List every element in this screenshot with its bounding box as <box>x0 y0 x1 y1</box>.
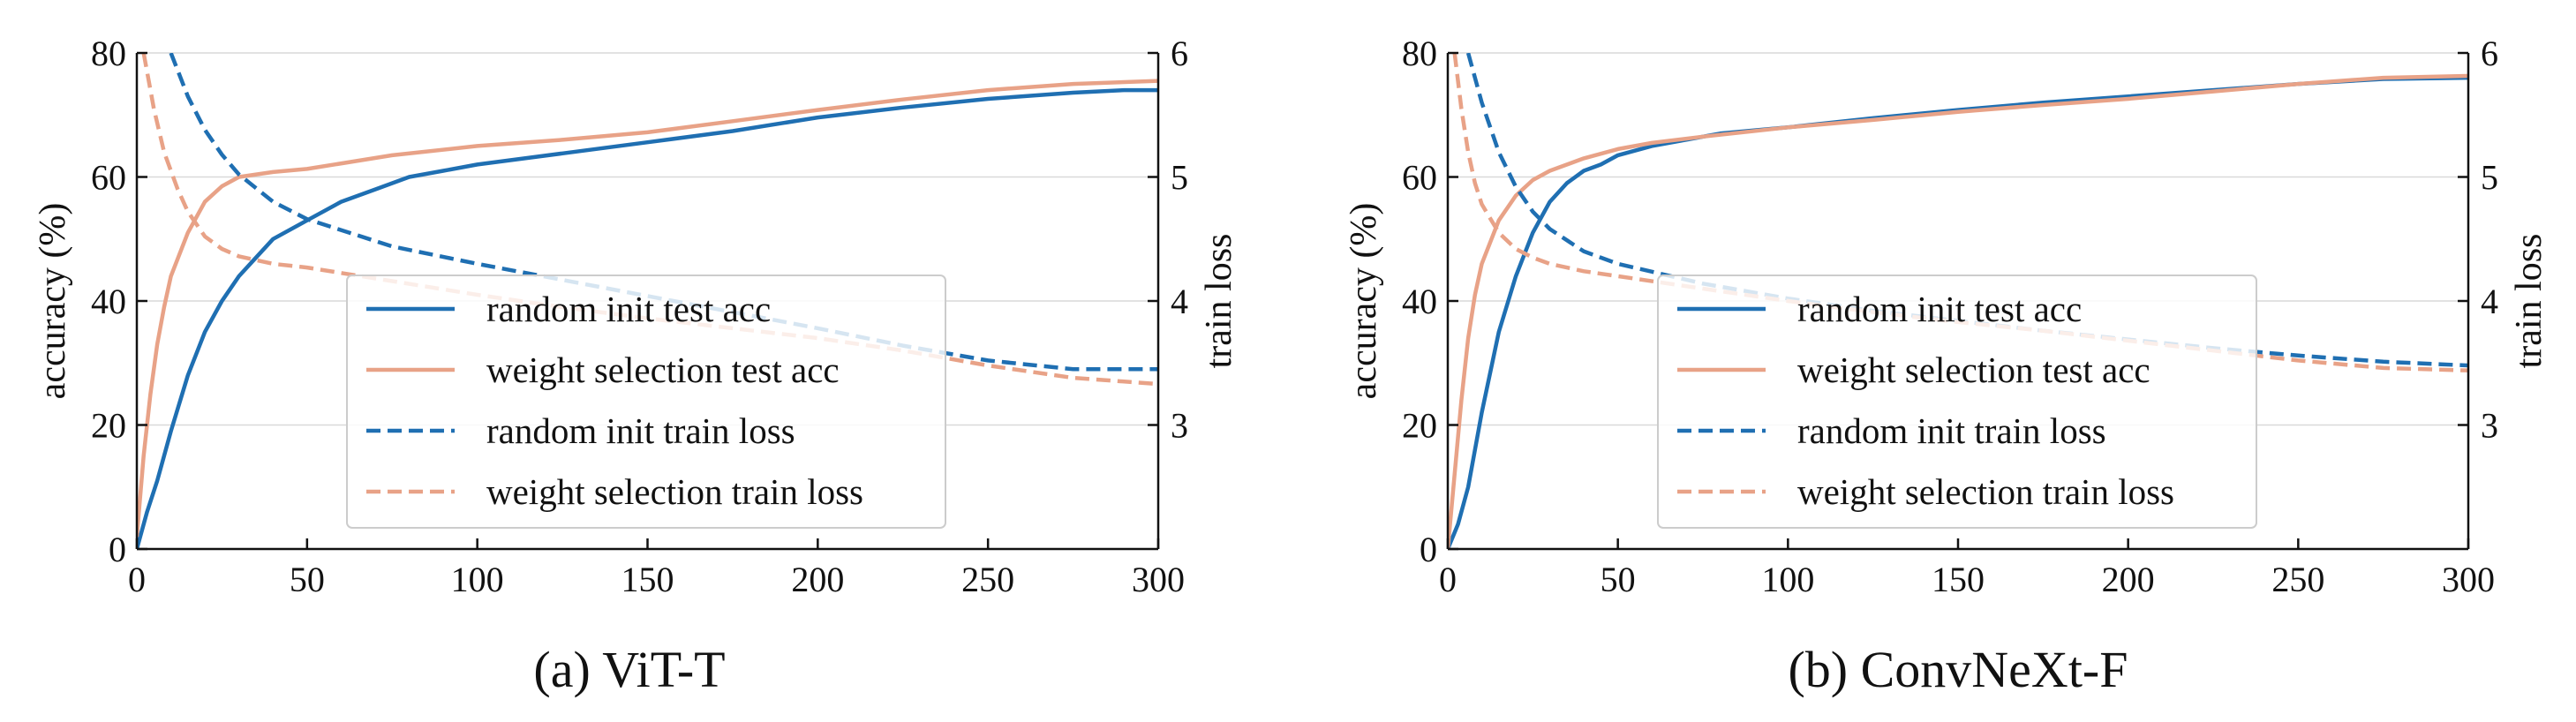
x-tick-label: 200 <box>791 560 844 599</box>
x-tick-label: 300 <box>1132 560 1185 599</box>
legend-label: random init test acc <box>1797 289 2082 329</box>
y-axis-label: accuracy (%) <box>33 203 73 400</box>
y-tick-label: 0 <box>1420 530 1437 569</box>
panel-caption: (b) ConvNeXt-F <box>1788 641 2128 698</box>
y2-tick-label: 4 <box>1171 282 1188 321</box>
legend-label: random init test acc <box>486 289 771 329</box>
series-line-1 <box>137 79 1158 538</box>
y2-axis-label: train loss <box>2509 234 2550 369</box>
legend-label: weight selection test acc <box>1797 350 2150 390</box>
legend-label: weight selection train loss <box>1797 471 2174 512</box>
y-tick-label: 20 <box>91 406 126 446</box>
panel-vit-t: 0 50 100 150 200 250 300 0 20 40 60 80 3 4 5 6 accuracy … <box>33 34 1239 698</box>
legend-label: weight selection train loss <box>486 471 863 512</box>
series-line-3 <box>1452 53 2468 372</box>
legend-label: random init train loss <box>1797 410 2106 451</box>
legend-label: weight selection test acc <box>486 350 840 390</box>
y-tick-label: 20 <box>1402 406 1437 446</box>
x-tick-label: 300 <box>2442 560 2495 599</box>
x-tick-label: 0 <box>1439 560 1457 599</box>
legend-box <box>1657 275 2257 529</box>
y-tick-label: 60 <box>91 158 126 198</box>
y-tick-label: 0 <box>109 530 126 569</box>
y2-axis-label: train loss <box>1199 234 1239 369</box>
legend-label: random init train loss <box>486 410 795 451</box>
y-tick-label: 80 <box>91 34 126 73</box>
x-tick-label: 50 <box>290 560 325 599</box>
legend-box <box>346 275 946 529</box>
x-tick-label: 50 <box>1601 560 1636 599</box>
panel-convnext-f: 0 50 100 150 200 250 300 0 20 40 60 80 3 4 5 6 accuracy … <box>1344 34 2550 698</box>
y-tick-label: 40 <box>91 282 126 321</box>
panel-caption: (a) ViT-T <box>533 641 725 698</box>
x-tick-label: 150 <box>1932 560 1985 599</box>
y-axis-label: accuracy (%) <box>1344 203 1384 400</box>
y2-tick-label: 5 <box>2481 158 2498 198</box>
x-tick-label: 250 <box>2271 560 2324 599</box>
series-line-0 <box>1448 75 2468 549</box>
y2-tick-label: 4 <box>2481 282 2498 321</box>
x-tick-label: 150 <box>621 560 674 599</box>
y2-tick-label: 6 <box>1171 34 1188 73</box>
x-tick-label: 250 <box>961 560 1014 599</box>
y2-tick-label: 3 <box>2481 406 2498 446</box>
y-tick-label: 60 <box>1402 158 1437 198</box>
y2-tick-label: 5 <box>1171 158 1188 198</box>
y-tick-label: 80 <box>1402 34 1437 73</box>
y-tick-label: 40 <box>1402 282 1437 321</box>
x-tick-label: 200 <box>2102 560 2155 599</box>
legend: random init test acc weight selection tes… <box>1657 275 2257 529</box>
x-tick-label: 100 <box>1761 560 1814 599</box>
legend: random init test acc weight selection tes… <box>346 275 946 529</box>
y2-tick-label: 6 <box>2481 34 2498 73</box>
x-tick-label: 100 <box>451 560 504 599</box>
series-line-0 <box>137 87 1158 549</box>
series-line-1 <box>1448 73 2468 549</box>
y2-tick-label: 3 <box>1171 406 1188 446</box>
x-tick-label: 0 <box>128 560 146 599</box>
